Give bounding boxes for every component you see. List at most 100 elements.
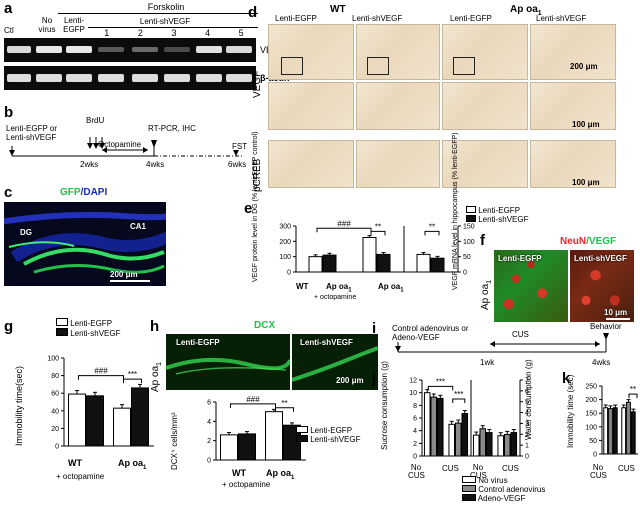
y2-tick-label: 150 xyxy=(463,224,475,231)
bar-control-adenovirus xyxy=(454,422,462,457)
sig-bracket xyxy=(123,378,142,384)
k-ylabel: Immobility time (sec) xyxy=(566,374,575,448)
h-scale-label: 200 μm xyxy=(336,376,364,385)
d-col-1: Lenti-EGFP xyxy=(275,14,317,23)
j-ylabel-left: Sucrose consumption (g) xyxy=(380,361,389,450)
d-img-r2c4 xyxy=(530,82,616,130)
h-img-egfp-svg xyxy=(166,357,290,375)
i-time-1wk: 1wk xyxy=(480,358,495,367)
y2-tick-label: 3 xyxy=(525,421,529,428)
bar-no-virus xyxy=(472,434,480,457)
lane-1: 1 xyxy=(104,28,110,38)
bar-lenti-egfp xyxy=(265,411,283,461)
bar-control-adenovirus xyxy=(608,408,613,455)
bar-lenti-egfp xyxy=(220,434,238,461)
y-tick-label: 50 xyxy=(589,438,597,445)
bar-control-adenovirus xyxy=(626,401,631,455)
y-tick-label: 250 xyxy=(585,384,597,391)
y2-tick-label: 1 xyxy=(525,443,529,450)
f-scale-label: 10 μm xyxy=(604,308,628,317)
b-timeline xyxy=(9,137,244,157)
y-tick-label: 40 xyxy=(51,408,59,415)
d-col-4: Lenti-shVEGF xyxy=(536,14,587,23)
bar-adeno-vegf xyxy=(630,411,636,455)
g-octopamine: + octopamine xyxy=(56,472,105,481)
sig-label: ### xyxy=(246,395,260,404)
lane-4: 4 xyxy=(205,28,211,38)
f-title: NeuN/VEGF xyxy=(560,236,617,247)
y-tick-label: 80 xyxy=(51,373,59,380)
b-octopamine-label: Octopamine xyxy=(98,140,142,149)
bar-lenti-egfp xyxy=(308,256,323,273)
y-tick-label: 0 xyxy=(413,454,417,461)
bar-lenti-shvegf xyxy=(283,424,301,461)
e-legend-egfp: Lenti-EGFP xyxy=(466,206,528,215)
c-scale-label: 200 μm xyxy=(110,270,138,279)
b-time-4wks: 4wks xyxy=(146,160,165,169)
bar-no-virus xyxy=(621,407,627,455)
d-img-r2c2 xyxy=(356,82,440,130)
sig-bracket xyxy=(275,407,294,412)
gel-actin-bands xyxy=(7,74,252,82)
lenti-shvegf-line xyxy=(88,27,258,28)
y2-tick-label: 7 xyxy=(525,378,529,385)
e-legend-shvegf: Lenti-shVEGF xyxy=(466,215,528,224)
c-image-svg xyxy=(4,211,166,274)
bar-lenti-shvegf xyxy=(430,257,445,273)
bar-lenti-shvegf xyxy=(322,254,337,273)
y-tick-label: 2 xyxy=(413,441,417,448)
bar-control-adenovirus xyxy=(503,433,511,457)
gel-vegf xyxy=(4,38,256,62)
d-img-r1c3 xyxy=(442,24,528,80)
j-legend: No virus Control adenovirus Adeno-VEGF xyxy=(462,476,545,503)
bar-lenti-egfp xyxy=(68,393,86,447)
sig-bracket xyxy=(316,227,372,233)
h-legend-egfp: Lenti-EGFP xyxy=(296,426,360,435)
forskolin-line xyxy=(58,13,258,14)
e-legend: Lenti-EGFP Lenti-shVEGF xyxy=(466,206,528,224)
bar-lenti-egfp xyxy=(113,407,131,447)
e-chart: 0 100 200 300 ### ** ** 0 50 100 150 xyxy=(279,219,475,277)
c-scale-bar xyxy=(110,280,150,282)
bar-no-virus xyxy=(448,423,455,457)
y2-tick-label: 0 xyxy=(463,270,467,277)
d-img-r3c1 xyxy=(268,140,354,188)
h-label-shvegf: Lenti-shVEGF xyxy=(300,338,353,347)
f-label-egfp: Lenti-EGFP xyxy=(498,254,542,263)
bar-adeno-vegf xyxy=(437,397,444,457)
y-tick-label: 4 xyxy=(413,428,417,435)
y-tick-label: 0 xyxy=(207,458,211,465)
sig-label: ** xyxy=(281,399,287,408)
bar-lenti-shvegf xyxy=(131,387,149,447)
y2-tick-label: 0 xyxy=(525,454,529,461)
f-img-shvegf xyxy=(570,250,634,322)
sig-bracket xyxy=(424,230,440,236)
g-ylabel: Immobility time(sec) xyxy=(14,365,24,446)
c-gfp-label: GFP xyxy=(60,187,81,198)
h-img-egfp xyxy=(166,334,290,390)
lane-novirus: No virus xyxy=(38,16,56,34)
d-apoa1-label: Ap oa1 xyxy=(510,4,542,17)
d-img-r3c2 xyxy=(356,140,440,188)
d-img-r1c2 xyxy=(356,24,440,80)
j-group-3: No CUS xyxy=(470,463,487,480)
b-time-2wks: 2wks xyxy=(80,160,99,169)
b-rtpcr-label: RT-PCR, IHC xyxy=(148,124,196,133)
k-group-2: CUS xyxy=(618,464,635,473)
g-legend-shvegf: Lenti-shVEGF xyxy=(56,328,120,338)
bar-control-adenovirus xyxy=(479,428,487,457)
y-tick-label: 6 xyxy=(207,400,211,407)
bar-adeno-vegf xyxy=(461,413,469,457)
y-tick-label: 4 xyxy=(207,419,211,426)
d-wt-label: WT xyxy=(330,4,346,15)
panel-label-g: g xyxy=(4,318,14,335)
d-img-r3c3 xyxy=(442,140,528,188)
sig-label: ** xyxy=(630,385,636,394)
g-chart: 0 20 40 60 80 100 ### *** xyxy=(47,356,154,451)
lane-lenti-egfp: Lenti-EGFP xyxy=(63,16,85,34)
d-roi-box xyxy=(367,57,389,75)
h-group-wt: WT xyxy=(232,468,246,478)
sig-label: ** xyxy=(375,222,381,231)
bar-adeno-vegf xyxy=(510,432,518,457)
